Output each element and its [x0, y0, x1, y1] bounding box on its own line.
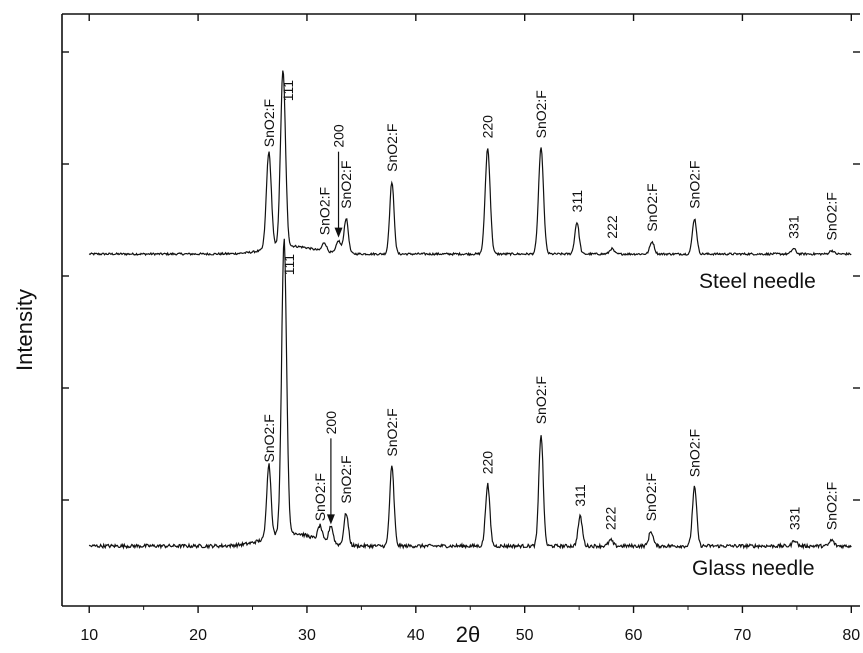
peak-label: 222 [604, 215, 620, 239]
peak-label: 220 [480, 115, 496, 139]
x-tick-label: 20 [189, 627, 207, 644]
peak-label: SnO2:F [687, 429, 703, 477]
peak-label: SnO2:F [261, 414, 277, 462]
diffraction-curves [88, 70, 852, 550]
peak-label: 111 [281, 254, 297, 275]
x-tick-label: 80 [842, 627, 860, 644]
series-curve-steel-needle [88, 70, 852, 257]
x-tick-label: 10 [80, 627, 98, 644]
peak-label: SnO2:F [384, 124, 400, 172]
peak-label: SnO2:F [384, 408, 400, 456]
x-tick-label: 30 [298, 627, 316, 644]
peak-label: SnO2:F [316, 187, 332, 235]
peak-label: 331 [787, 507, 803, 531]
peak-annotations: SnO2:F111SnO2:F200SnO2:FSnO2:FSnO2:F3112… [261, 80, 840, 530]
peak-label: SnO2:F [338, 455, 354, 503]
x-tick-label: 50 [516, 627, 534, 644]
y-axis-title: Intensity [12, 289, 37, 371]
peak-label: 111 [280, 80, 296, 101]
peak-label: 200 [323, 411, 339, 435]
peak-label: SnO2:F [533, 376, 549, 424]
peak-label: SnO2:F [687, 161, 703, 209]
x-tick-label: 60 [625, 627, 643, 644]
peak-label: SnO2:F [644, 183, 660, 231]
peak-label: 222 [603, 507, 619, 531]
peak-label: SnO2:F [643, 473, 659, 521]
peak-label: 331 [786, 215, 802, 239]
series-label-glass-needle: Glass needle [692, 557, 815, 580]
x-tick-label: 70 [734, 627, 752, 644]
peak-label: SnO2:F [261, 99, 277, 147]
peak-label: SnO2:F [533, 90, 549, 138]
peak-arrowhead [334, 227, 343, 238]
x-tick-label: 40 [407, 627, 425, 644]
peak-label: SnO2:F [312, 473, 328, 521]
plot-frame [61, 13, 860, 607]
peak-arrowhead [326, 514, 335, 525]
peak-label: 220 [480, 451, 496, 475]
peak-label: SnO2:F [824, 192, 840, 240]
peak-label: 311 [572, 484, 588, 507]
peak-label: 311 [569, 190, 585, 213]
x-axis-ticks: 10 20 30 40 50 60 70 80 [80, 14, 860, 644]
x-axis-title: 2θ [456, 622, 480, 647]
series-curve-glass-needle [88, 238, 852, 550]
peak-label: 200 [331, 124, 347, 148]
series-label-steel-needle: Steel needle [699, 270, 816, 293]
peak-label: SnO2:F [824, 482, 840, 530]
peak-label: SnO2:F [338, 161, 354, 209]
